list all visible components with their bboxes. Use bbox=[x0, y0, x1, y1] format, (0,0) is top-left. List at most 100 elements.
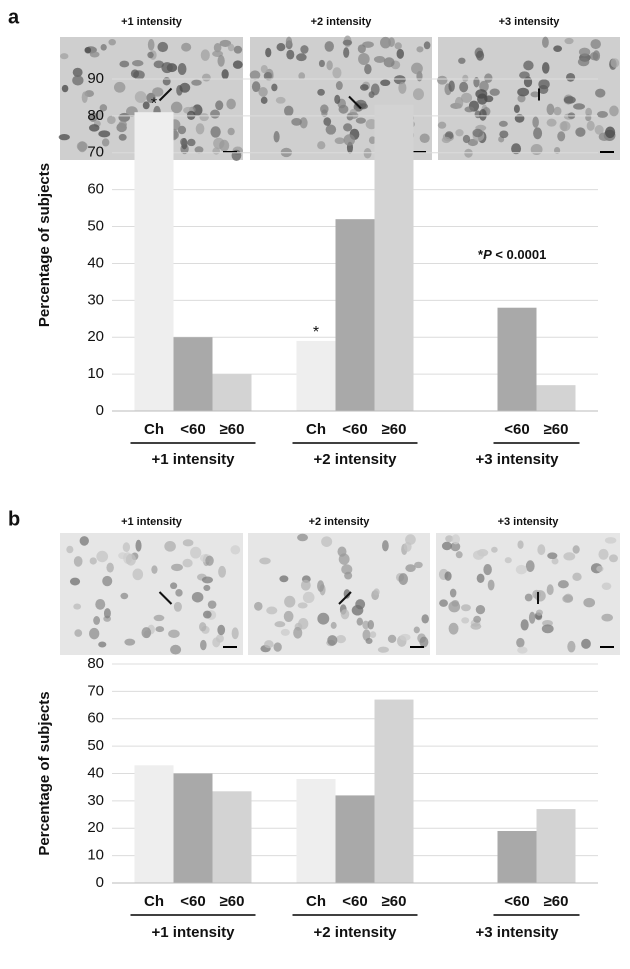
cell bbox=[523, 60, 534, 71]
image-label: +1 intensity bbox=[121, 16, 183, 28]
cell bbox=[590, 39, 601, 50]
cell bbox=[365, 119, 378, 130]
cell bbox=[337, 546, 347, 557]
cell bbox=[141, 627, 152, 639]
cell bbox=[180, 137, 187, 146]
cell bbox=[359, 84, 369, 91]
cell bbox=[175, 589, 183, 597]
cell bbox=[405, 564, 416, 572]
sub-category-label: ≥60 bbox=[220, 893, 245, 910]
panel-label: a bbox=[8, 6, 20, 28]
cell bbox=[98, 130, 111, 138]
cell bbox=[227, 43, 235, 52]
cell bbox=[537, 544, 546, 556]
y-tick-label: 30 bbox=[87, 792, 104, 809]
cell bbox=[516, 637, 525, 648]
cell bbox=[451, 534, 461, 545]
cell bbox=[177, 125, 187, 135]
y-tick-label: 50 bbox=[87, 737, 104, 754]
image-label: +1 intensity bbox=[121, 516, 183, 528]
bar bbox=[374, 699, 414, 883]
bar bbox=[536, 385, 576, 411]
cell bbox=[459, 81, 469, 93]
cell bbox=[190, 546, 202, 559]
cell bbox=[147, 51, 154, 59]
cell bbox=[412, 88, 424, 101]
cell bbox=[562, 594, 574, 603]
cell bbox=[441, 541, 452, 551]
cell bbox=[266, 606, 278, 615]
cell bbox=[577, 57, 590, 67]
cell bbox=[557, 580, 569, 589]
cell bbox=[298, 72, 306, 80]
cell bbox=[594, 125, 604, 135]
cell bbox=[317, 88, 325, 96]
cell bbox=[546, 584, 554, 596]
cell bbox=[179, 82, 191, 93]
cell bbox=[542, 36, 549, 48]
bar bbox=[212, 791, 252, 883]
bar bbox=[212, 374, 252, 411]
cell bbox=[66, 545, 74, 554]
arrow bbox=[348, 95, 362, 110]
cell bbox=[338, 104, 349, 114]
cell bbox=[399, 633, 411, 641]
cell bbox=[100, 44, 107, 51]
cell bbox=[213, 43, 222, 53]
cell bbox=[343, 589, 351, 599]
cell bbox=[84, 46, 92, 54]
cell bbox=[249, 70, 261, 80]
cell bbox=[101, 138, 110, 147]
cell bbox=[586, 120, 595, 131]
cell bbox=[475, 605, 486, 615]
cell bbox=[300, 45, 309, 54]
cell bbox=[448, 622, 459, 635]
sub-category-label: <60 bbox=[504, 421, 529, 438]
cell bbox=[147, 39, 155, 51]
cell bbox=[416, 46, 424, 53]
sub-category-label: Ch bbox=[144, 893, 164, 910]
note-part: < 0.0001 bbox=[492, 247, 547, 262]
y-tick-label: 10 bbox=[87, 365, 104, 382]
cell bbox=[226, 98, 236, 110]
cell bbox=[317, 141, 326, 150]
cell bbox=[394, 42, 402, 50]
cell bbox=[89, 627, 100, 640]
cell bbox=[107, 115, 116, 125]
cell bbox=[484, 73, 493, 83]
cell bbox=[445, 535, 454, 543]
cell bbox=[170, 101, 183, 114]
cell bbox=[227, 127, 235, 136]
cell bbox=[108, 38, 116, 46]
cell bbox=[344, 571, 353, 580]
sub-category-label: ≥60 bbox=[382, 893, 407, 910]
cell bbox=[274, 621, 286, 628]
cell bbox=[286, 49, 295, 60]
bar bbox=[335, 795, 375, 883]
y-tick-label: 10 bbox=[87, 847, 104, 864]
cell bbox=[81, 91, 88, 104]
cell bbox=[564, 37, 574, 45]
cell bbox=[393, 75, 406, 85]
cell bbox=[504, 557, 512, 564]
cell bbox=[89, 51, 100, 58]
cell bbox=[581, 638, 591, 649]
cell bbox=[530, 143, 543, 156]
cell bbox=[203, 584, 211, 591]
cell bbox=[293, 626, 303, 639]
cell bbox=[118, 133, 127, 141]
cell bbox=[171, 563, 183, 572]
cell bbox=[106, 562, 114, 573]
y-tick-label: 60 bbox=[87, 181, 104, 198]
y-tick-label: 20 bbox=[87, 328, 104, 345]
cell bbox=[583, 597, 596, 608]
y-tick-label: 50 bbox=[87, 218, 104, 235]
cell bbox=[318, 59, 325, 68]
bar bbox=[536, 809, 576, 883]
cell bbox=[517, 540, 524, 549]
sub-category-label: ≥60 bbox=[544, 893, 569, 910]
cell bbox=[455, 129, 464, 137]
cell bbox=[355, 117, 366, 124]
y-tick-label: 80 bbox=[87, 655, 104, 672]
cell bbox=[205, 555, 214, 566]
